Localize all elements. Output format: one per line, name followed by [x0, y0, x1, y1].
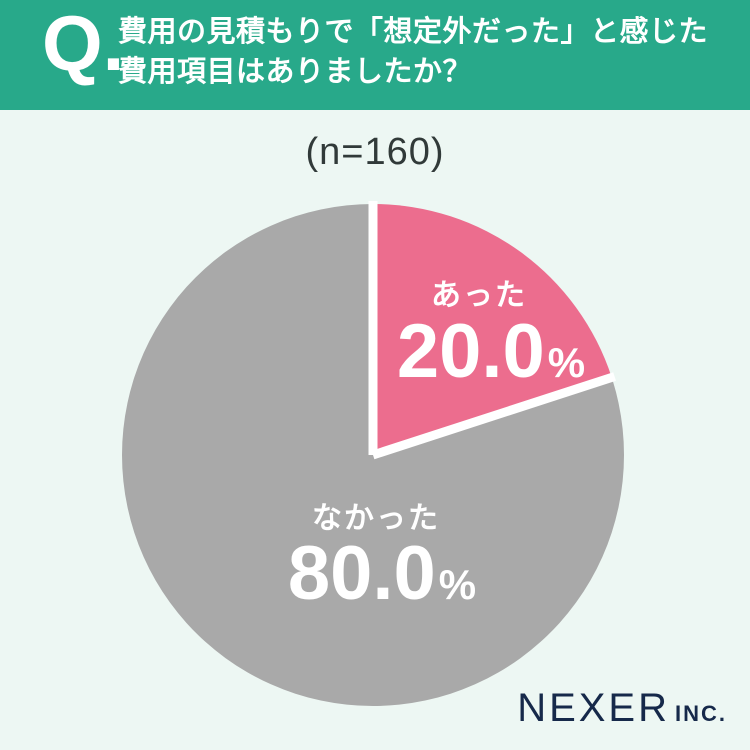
slice-value-nakatta-unit: % [438, 561, 477, 608]
slice-value-atta-unit: % [547, 339, 586, 386]
slice-divider [371, 372, 616, 460]
nexer-logo: NEXER INC. [517, 688, 727, 728]
slice-value-nakatta: 80.0% [262, 536, 502, 612]
question-line-1: 費用の見積もりで「想定外だった」と感じた [118, 16, 709, 48]
slice-label-nakatta: なかった [312, 502, 440, 535]
q-mark: Q. [42, 0, 125, 87]
nexer-logo-suffix: INC. [675, 701, 727, 726]
question-text: 費用の見積もりで「想定外だった」と感じた 費用項目はありましたか？ [118, 12, 708, 92]
nexer-logo-brand: NEXER [517, 686, 670, 730]
question-header: Q. 費用の見積もりで「想定外だった」と感じた 費用項目はありましたか？ [0, 0, 750, 110]
slice-value-nakatta-number: 80.0 [287, 531, 436, 616]
question-line-2: 費用項目はありましたか？ [118, 56, 473, 88]
slice-label-atta: あった [431, 279, 527, 312]
slice-value-atta-number: 20.0 [396, 309, 545, 394]
slice-value-atta: 20.0% [371, 314, 611, 390]
sample-size-label: (n=160) [305, 131, 445, 173]
